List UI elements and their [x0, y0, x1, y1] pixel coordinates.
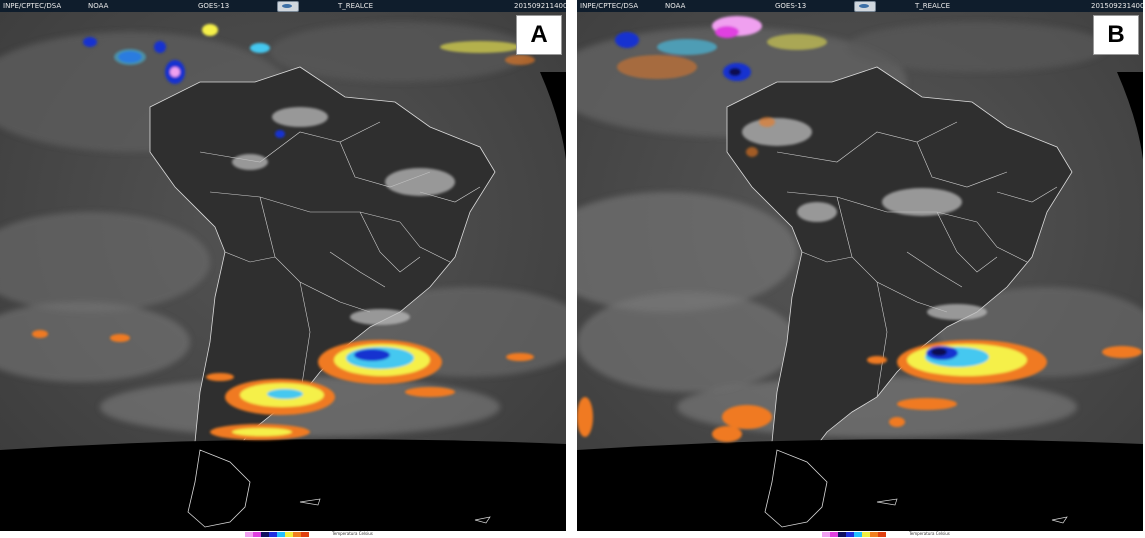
colorbar-swatch	[277, 532, 285, 537]
colorbar-swatch	[830, 532, 838, 537]
panel-divider	[566, 0, 577, 538]
colorbar-swatch	[285, 532, 293, 537]
storm-system-north	[615, 16, 827, 157]
colorbar-swatch	[301, 532, 309, 537]
tierra-del-fuego	[764, 449, 828, 528]
colorbar-swatch	[293, 532, 301, 537]
space-bottom	[0, 439, 566, 531]
timestamp-label: 201509211400	[514, 2, 566, 10]
storm-system-south	[577, 340, 1142, 442]
colorbar: Temperatura Celsius	[0, 531, 566, 538]
colorbar-label: Temperatura Celsius	[909, 531, 950, 536]
colorbar-swatch	[261, 532, 269, 537]
storm-system-north	[83, 24, 535, 138]
country-borders	[776, 121, 1058, 398]
colorbar-swatch	[878, 532, 886, 537]
agency-label: INPE/CPTEC/DSA	[3, 2, 62, 10]
space-bottom	[577, 439, 1143, 531]
colorbar-label: Temperatura Celsius	[332, 531, 373, 536]
timestamp-label: 201509231400	[1091, 2, 1143, 10]
satellite-image-b	[577, 12, 1143, 531]
space-edge	[540, 72, 566, 212]
panel-label-a: A	[516, 15, 562, 55]
colorbar-swatch	[862, 532, 870, 537]
agency-label: INPE/CPTEC/DSA	[580, 2, 639, 10]
panel-label-b: B	[1093, 15, 1139, 55]
falklands	[876, 498, 898, 506]
colorbar-swatch	[846, 532, 854, 537]
product-label: T_REALCE	[338, 2, 374, 10]
colorbar-swatch	[870, 532, 878, 537]
colorbar-swatch	[854, 532, 862, 537]
colorbar: Temperatura Celsius	[577, 531, 1143, 538]
land-clouds	[232, 107, 455, 325]
falklands	[299, 498, 321, 506]
satellite-label: GOES-13	[198, 2, 230, 10]
storm-system-south	[32, 330, 534, 440]
panel-header: INPE/CPTEC/DSA NOAA GOES-13 T_REALCE 201…	[577, 0, 1143, 12]
goes-logo-icon	[854, 1, 876, 12]
colorbar-swatch	[822, 532, 830, 537]
product-label: T_REALCE	[915, 2, 951, 10]
noaa-label: NOAA	[665, 2, 686, 10]
satellite-panel-b: INPE/CPTEC/DSA NOAA GOES-13 T_REALCE 201…	[577, 0, 1143, 538]
satellite-label: GOES-13	[775, 2, 807, 10]
goes-logo-icon	[277, 1, 299, 12]
colorbar-swatch	[253, 532, 261, 537]
south-america-landmass	[726, 66, 1073, 483]
land-clouds	[742, 118, 987, 320]
noaa-label: NOAA	[88, 2, 109, 10]
tierra-del-fuego	[187, 449, 251, 528]
colorbar-swatch	[838, 532, 846, 537]
colorbar-swatch	[269, 532, 277, 537]
space-edge	[1117, 72, 1143, 212]
satellite-panel-a: INPE/CPTEC/DSA NOAA GOES-13 T_REALCE 201…	[0, 0, 566, 538]
south-georgia	[474, 516, 491, 524]
south-georgia	[1051, 516, 1068, 524]
satellite-image-a	[0, 12, 566, 531]
panel-header: INPE/CPTEC/DSA NOAA GOES-13 T_REALCE 201…	[0, 0, 566, 12]
colorbar-swatch	[245, 532, 253, 537]
